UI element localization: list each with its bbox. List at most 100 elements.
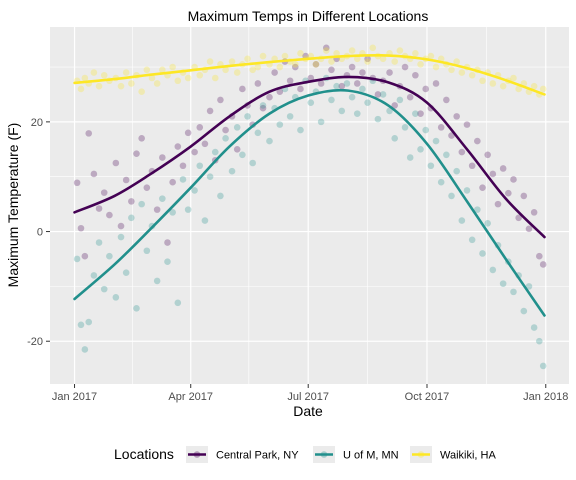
data-point [228, 58, 236, 65]
data-point [291, 60, 299, 68]
data-point [259, 102, 267, 109]
data-point [307, 99, 315, 106]
data-point [406, 154, 414, 161]
data-point [138, 88, 145, 96]
x-tick-label: Jul 2017 [287, 391, 329, 403]
legend-label: Central Park, NY [216, 450, 299, 462]
data-point [422, 85, 429, 93]
data-point [417, 60, 424, 68]
data-point [328, 58, 335, 65]
data-point [312, 60, 320, 68]
data-point [206, 173, 214, 181]
data-point [249, 159, 256, 167]
data-point [138, 135, 145, 142]
data-point [484, 151, 491, 159]
data-point [499, 82, 507, 90]
data-point [143, 66, 151, 74]
data-point [448, 66, 455, 74]
data-point [184, 129, 192, 137]
data-point [206, 107, 214, 115]
data-point [474, 206, 481, 213]
data-point [201, 217, 209, 224]
trend-line-0 [73, 75, 546, 239]
data-point [437, 124, 445, 131]
data-point [128, 80, 135, 87]
data-point [353, 55, 361, 63]
data-point [353, 110, 361, 117]
data-point [374, 115, 382, 123]
data-point [286, 113, 294, 120]
data-point [174, 77, 182, 85]
data-point [536, 252, 543, 260]
data-point [505, 189, 512, 197]
data-point [73, 179, 81, 187]
data-point [143, 184, 151, 191]
data-point [122, 269, 130, 276]
data-point [249, 66, 256, 74]
data-point [217, 192, 224, 200]
data-point [489, 266, 497, 274]
data-point [244, 55, 251, 63]
data-point [437, 178, 445, 186]
data-point [499, 165, 507, 172]
data-point [206, 58, 214, 65]
data-point [539, 362, 547, 370]
x-tick-label: Oct 2017 [405, 391, 450, 403]
data-point [112, 159, 120, 167]
data-point [159, 66, 166, 74]
data-point [379, 91, 387, 98]
data-point [286, 77, 294, 85]
data-point [312, 60, 320, 68]
data-point [317, 118, 325, 126]
data-point [164, 239, 171, 246]
data-point [539, 85, 547, 93]
data-points [73, 44, 547, 370]
legend: Locations Central Park, NY U of M, MN Waik… [114, 446, 496, 463]
data-point [254, 63, 262, 71]
data-point [515, 85, 522, 93]
data-point [530, 82, 538, 90]
data-point [133, 150, 140, 157]
data-point [217, 96, 224, 104]
data-point [244, 113, 251, 120]
series-points-2 [73, 44, 547, 98]
data-point [222, 126, 229, 134]
data-point [128, 198, 135, 205]
data-point [474, 137, 481, 145]
data-point [184, 74, 192, 82]
data-point [484, 220, 491, 227]
data-point [479, 77, 486, 85]
data-point [374, 91, 382, 98]
data-point [328, 96, 335, 104]
data-point [81, 346, 89, 353]
data-point [179, 176, 187, 183]
major-gridlines [50, 27, 569, 384]
data-point [233, 124, 241, 131]
data-point [510, 288, 517, 296]
data-point [468, 236, 476, 244]
data-point [191, 187, 198, 194]
data-point [489, 80, 497, 87]
data-point [530, 209, 538, 216]
data-point [153, 206, 161, 213]
data-point [174, 143, 182, 150]
data-point [458, 217, 466, 224]
data-point [432, 63, 440, 71]
data-point [536, 337, 543, 345]
data-point [412, 71, 419, 79]
x-tick-label: Apr 2017 [168, 391, 213, 403]
data-point [259, 52, 267, 60]
data-point [359, 69, 366, 76]
data-point [222, 66, 229, 74]
data-point [164, 258, 171, 266]
data-point [159, 154, 166, 161]
data-point [338, 82, 346, 90]
chart-title: Maximum Temps in Different Locations [188, 8, 429, 24]
legend-item-2: Waikiki, HA [410, 446, 496, 463]
legend-label: Waikiki, HA [440, 450, 496, 462]
data-point [266, 93, 273, 101]
data-point [401, 124, 409, 131]
legend-item-1: U of M, MN [313, 446, 399, 463]
data-point [196, 71, 204, 79]
